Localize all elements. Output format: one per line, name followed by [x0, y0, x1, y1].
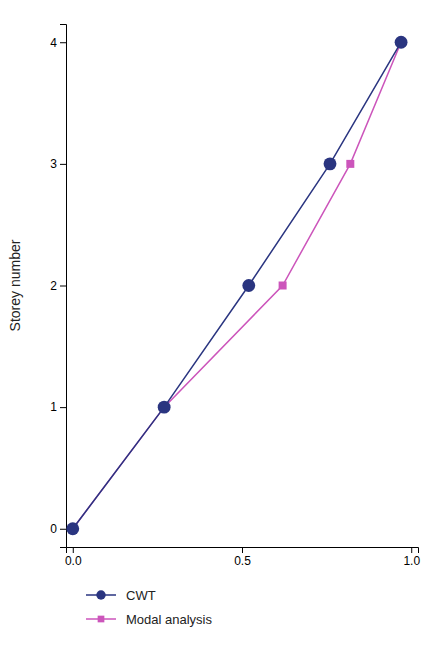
y-tick: 4 — [50, 36, 66, 50]
data-point — [66, 522, 79, 535]
data-point — [346, 160, 354, 168]
data-point — [158, 401, 171, 414]
y-tick-label: 4 — [50, 36, 57, 50]
y-tick-label: 3 — [50, 157, 57, 171]
y-tick-mark — [60, 42, 66, 43]
y-tick-label: 2 — [50, 279, 57, 293]
legend-item: Modal analysis — [86, 612, 212, 627]
legend-item: CWT — [86, 588, 156, 603]
x-tick: 1.0 — [403, 547, 420, 568]
legend-label: Modal analysis — [126, 612, 212, 627]
y-axis-title: Storey number — [7, 239, 23, 331]
data-point — [395, 36, 408, 49]
legend-swatch-marker — [96, 590, 105, 599]
y-tick: 0 — [50, 522, 66, 536]
x-tick-label: 0.5 — [234, 554, 251, 568]
x-axis: 0.0 0.5 1.0 — [65, 547, 420, 568]
y-tick: 1 — [50, 400, 66, 414]
x-tick-label: 0.0 — [65, 554, 82, 568]
y-tick: 2 — [50, 279, 66, 293]
data-point — [324, 157, 337, 170]
series-area — [66, 36, 407, 535]
legend-swatch-marker — [98, 616, 105, 623]
series-line — [73, 42, 401, 529]
x-tick-label: 1.0 — [403, 554, 420, 568]
series — [66, 36, 407, 535]
y-axis: 0 1 2 3 4 — [50, 25, 66, 548]
x-tick-mark — [411, 547, 412, 553]
data-point — [242, 279, 255, 292]
y-tick-mark — [60, 529, 66, 530]
legend-label: CWT — [126, 588, 156, 603]
x-tick-mark — [242, 547, 243, 553]
y-tick-mark — [60, 286, 66, 287]
y-tick-label: 0 — [50, 522, 57, 536]
y-tick-label: 1 — [50, 400, 57, 414]
y-tick-mark — [60, 407, 66, 408]
plot: 0.0 0.5 1.0 0 1 2 3 4 — [50, 25, 420, 568]
chart: 0.0 0.5 1.0 0 1 2 3 4 Storey number CWT Modal anal… — [0, 0, 444, 657]
x-axis-line — [67, 548, 419, 554]
y-axis-line — [60, 25, 67, 548]
x-tick: 0.0 — [65, 547, 82, 568]
legend: CWT Modal analysis — [86, 588, 212, 627]
x-tick: 0.5 — [234, 547, 251, 568]
y-tick-mark — [60, 164, 66, 165]
data-point — [279, 282, 287, 290]
x-tick-mark — [73, 547, 74, 553]
y-tick: 3 — [50, 157, 66, 171]
series-line — [73, 42, 401, 529]
series — [69, 38, 405, 533]
